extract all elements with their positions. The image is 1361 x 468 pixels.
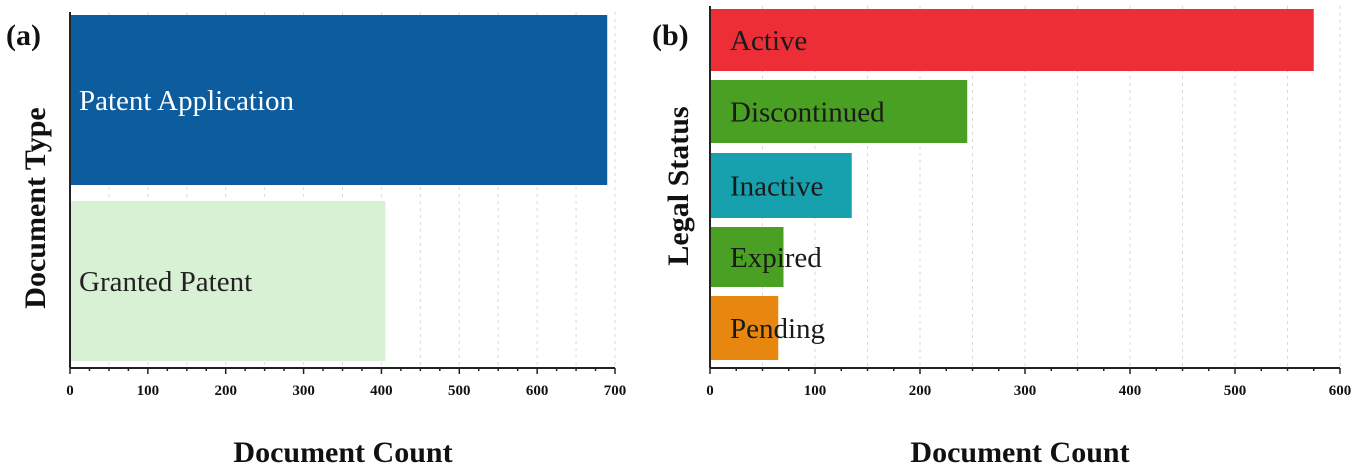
bar-label: Discontinued [730,97,885,129]
bar-discontinued [710,80,968,143]
x-tick-label: 600 [526,383,549,399]
bar-label: Active [730,25,807,57]
bar-label: Expired [730,242,822,274]
bar-granted-patent [70,201,386,361]
panel-a-axes [69,12,616,374]
panel-a-bars: Patent Application Granted Patent [70,15,608,361]
panel-b-y-axis-title: Legal Status [662,106,695,265]
x-tick-label: 700 [604,383,627,399]
x-tick-label: 500 [448,383,471,399]
bar-label: Inactive [730,171,823,203]
x-tick-label: 400 [1119,383,1142,399]
x-tick-label: 100 [804,383,827,399]
x-tick-label: 0 [66,383,74,399]
bar-label: Pending [730,313,825,345]
x-tick-label: 400 [370,383,393,399]
x-tick-label: 0 [706,383,714,399]
bar-inactive [710,153,852,218]
bar-active [710,9,1314,71]
x-tick-label: 300 [1014,383,1037,399]
x-tick-label: 200 [214,383,237,399]
bar-patent-application [70,15,608,185]
panel-a: (a) Document Type Document Count Patent … [6,12,626,468]
x-tick-label: 500 [1224,383,1247,399]
panel-a-tick-labels: 0 100 200 300 400 500 600 700 [66,383,626,399]
panel-b-bars: Active Discontinued Inactive Expired Pending [710,9,1314,360]
bar-label: Granted Patent [79,266,252,298]
x-tick-label: 300 [292,383,315,399]
bar-label: Patent Application [79,85,295,117]
x-tick-label: 100 [137,383,160,399]
panel-b-tick-labels: 0 100 200 300 400 500 600 [706,383,1351,399]
panel-b-label: (b) [652,19,689,52]
panel-a-label: (a) [6,19,41,52]
panel-b-axes [709,6,1341,374]
x-tick-label: 600 [1329,383,1352,399]
panel-b: (b) Legal Status Document Count Active Di… [652,6,1351,468]
x-tick-label: 200 [909,383,932,399]
bar-pending [710,296,779,360]
panel-a-y-axis-title: Document Type [19,107,52,308]
bar-expired [710,227,784,287]
panel-a-x-axis-title: Document Count [233,436,452,468]
panel-b-x-axis-title: Document Count [910,436,1129,468]
